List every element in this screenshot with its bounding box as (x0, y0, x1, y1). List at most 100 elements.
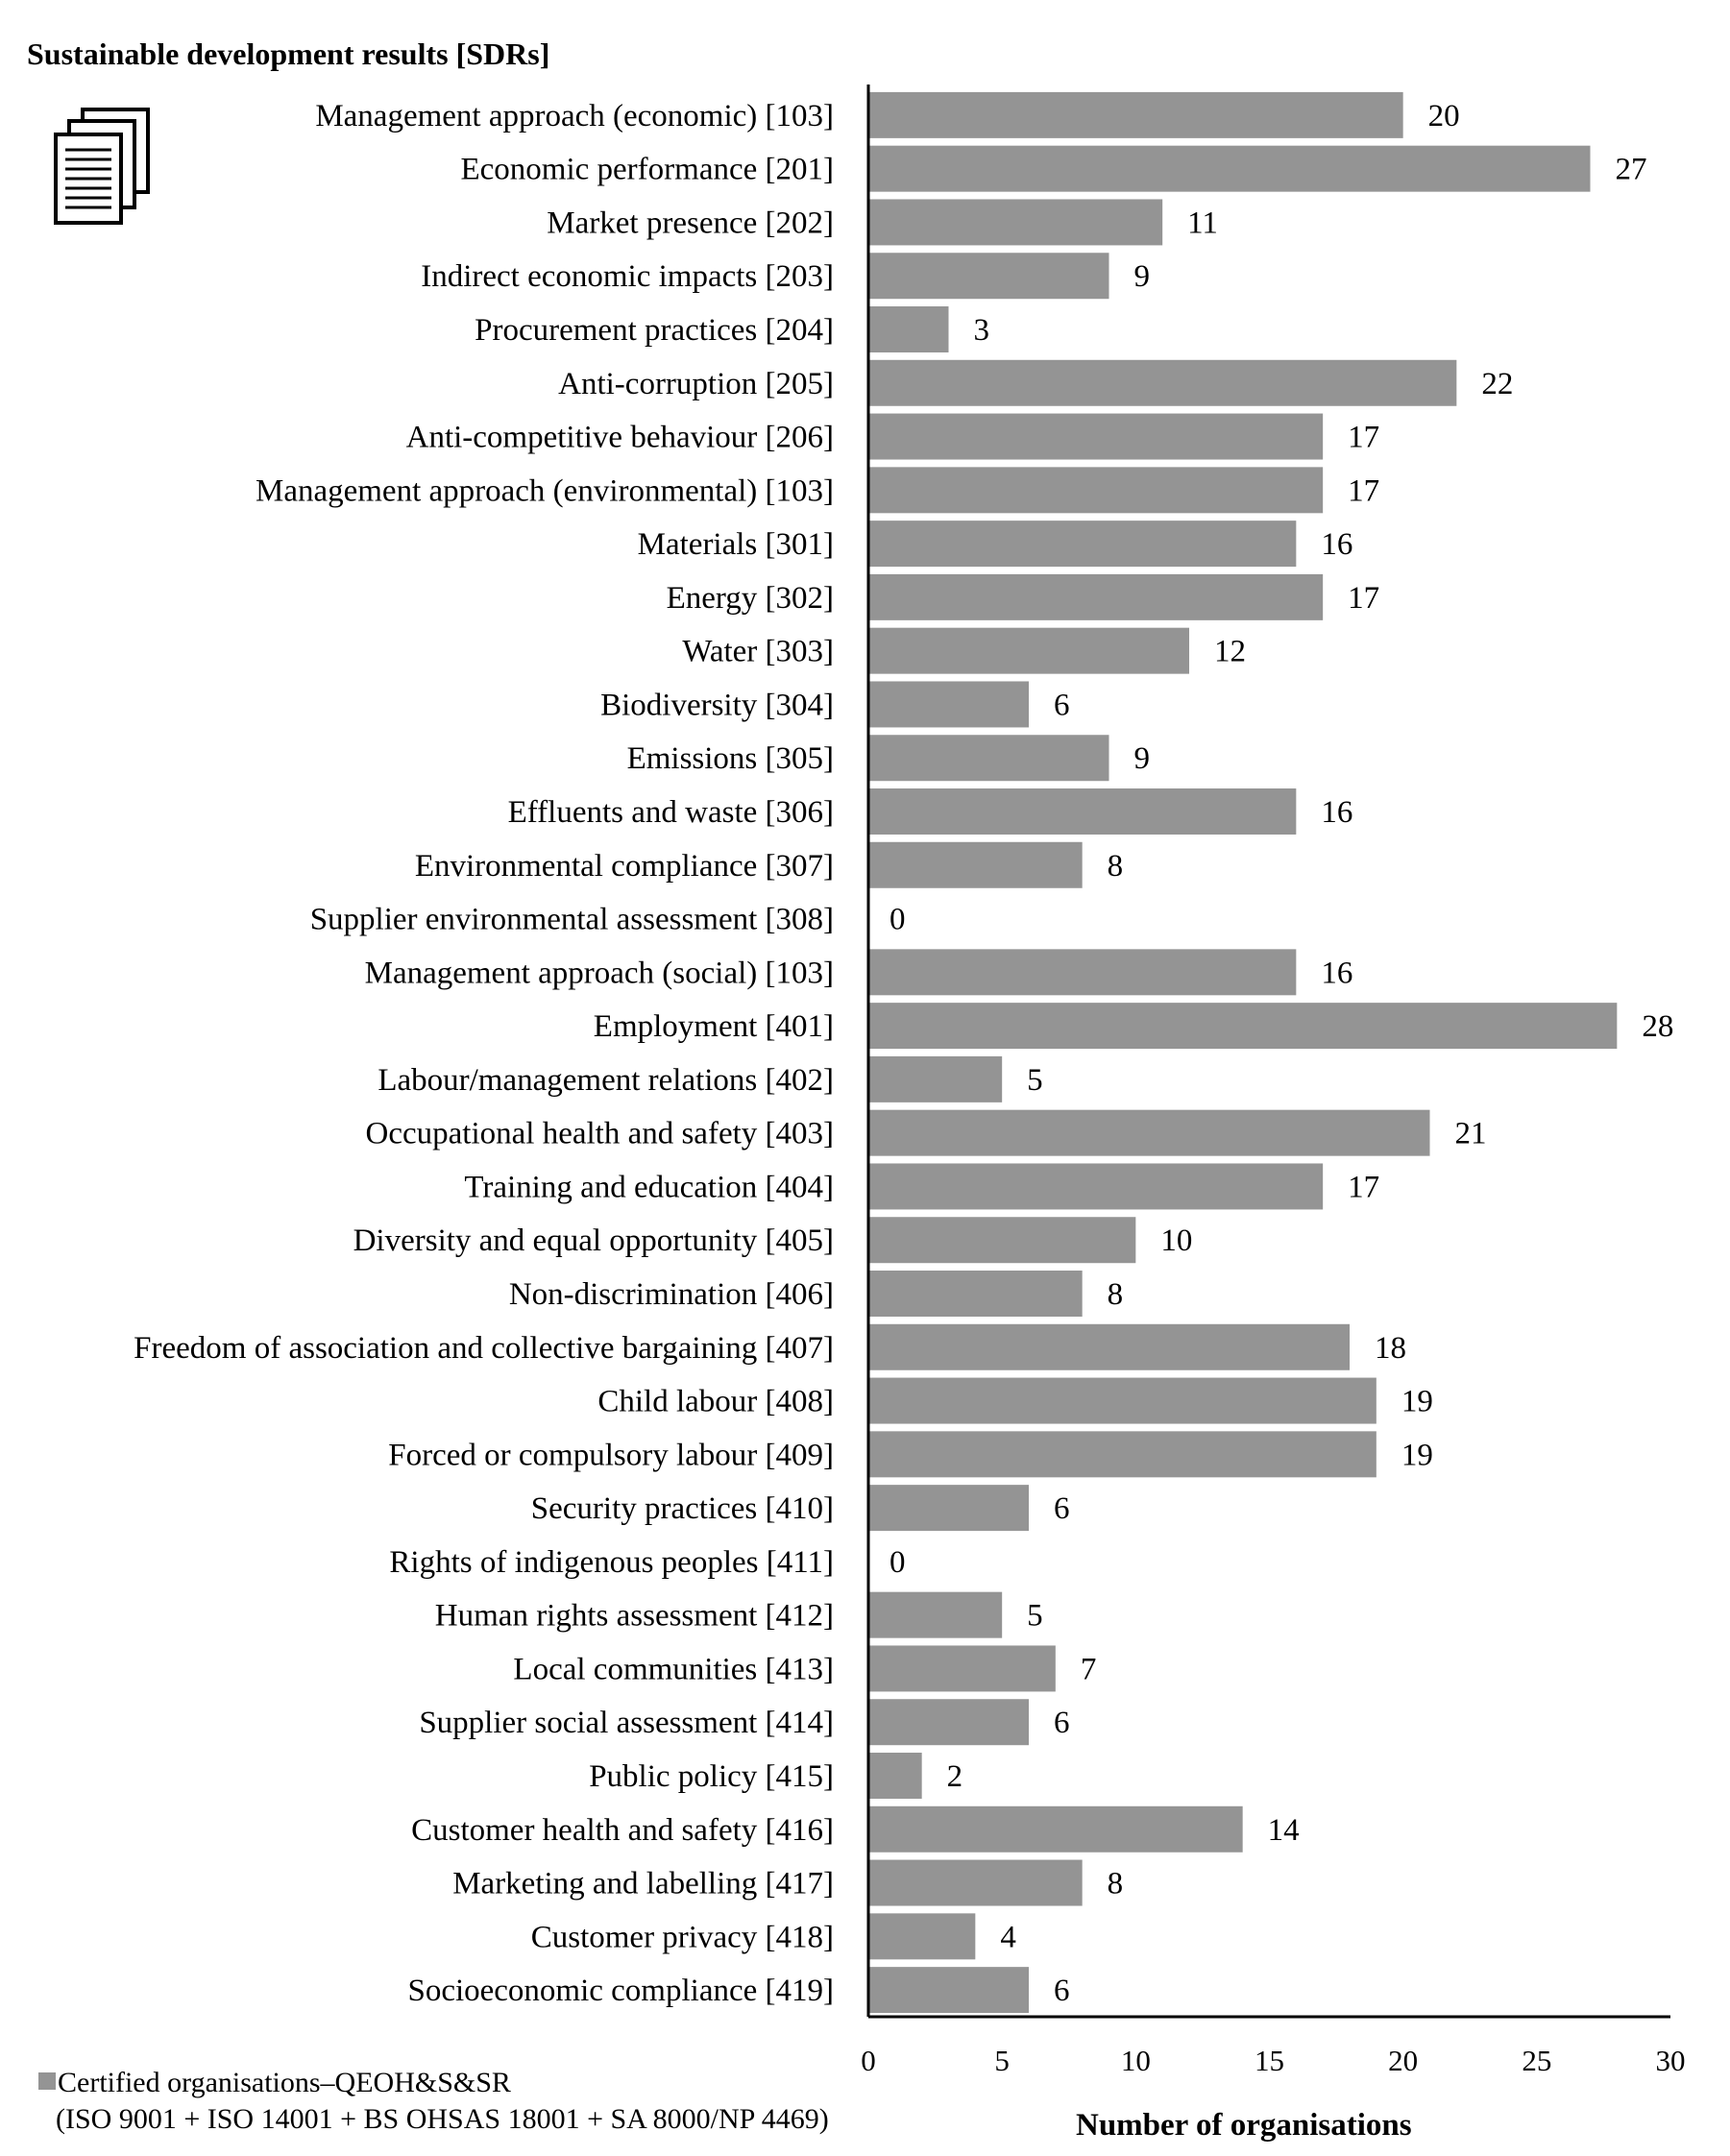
x-tick-label: 5 (994, 2044, 1010, 2077)
data-label: 28 (1642, 1009, 1673, 1044)
bar (868, 1055, 1003, 1102)
category-label: Effluents and waste [306] (508, 795, 834, 830)
data-label: 9 (1134, 259, 1151, 294)
data-label: 7 (1081, 1652, 1097, 1686)
category-label: Customer health and safety [416] (411, 1813, 834, 1848)
bar (868, 199, 1163, 246)
bar (868, 1913, 976, 1960)
bar (868, 841, 1083, 888)
category-label: Security practices [410] (531, 1491, 834, 1526)
category-label: Human rights assessment [412] (435, 1599, 834, 1634)
bar (868, 1431, 1377, 1478)
data-label: 16 (1321, 795, 1352, 830)
bar (868, 788, 1297, 835)
data-label: 8 (1108, 1867, 1124, 1902)
category-label: Rights of indigenous peoples [411] (389, 1545, 834, 1580)
bar (868, 1377, 1377, 1424)
legend-swatch (38, 2072, 56, 2090)
data-label: 22 (1481, 367, 1513, 401)
data-label: 8 (1108, 1277, 1124, 1312)
data-label: 0 (889, 1545, 906, 1580)
bar (868, 91, 1403, 138)
bar (868, 1003, 1618, 1050)
legend: Certified organisations–QEOH&S&SR (ISO 9… (38, 2065, 829, 2138)
x-tick-label: 10 (1121, 2044, 1151, 2077)
category-label: Materials [301] (638, 527, 834, 562)
data-label: 19 (1401, 1385, 1433, 1419)
data-label: 27 (1616, 153, 1647, 187)
category-label: Diversity and equal opportunity [405] (353, 1223, 834, 1258)
data-label: 12 (1214, 635, 1246, 669)
data-label: 20 (1428, 99, 1460, 133)
category-label: Energy [302] (667, 581, 834, 616)
bar (868, 1699, 1029, 1746)
x-tick-label: 25 (1522, 2044, 1551, 2077)
bar (868, 1591, 1003, 1638)
bar (868, 413, 1324, 460)
data-label: 17 (1348, 421, 1379, 455)
data-label: 5 (1027, 1599, 1043, 1634)
chart-title: Sustainable development results [SDRs] (27, 36, 550, 71)
bar (868, 1859, 1083, 1906)
bar (868, 145, 1591, 192)
category-label: Supplier social assessment [414] (419, 1706, 834, 1740)
category-label: Customer privacy [418] (531, 1920, 834, 1954)
data-label: 18 (1375, 1331, 1406, 1366)
data-label: 0 (889, 903, 906, 937)
data-label: 2 (947, 1759, 963, 1794)
data-label: 3 (974, 313, 990, 348)
category-label: Anti-competitive behaviour [206] (406, 421, 834, 455)
category-label: Anti-corruption [205] (558, 367, 834, 401)
category-label: Forced or compulsory labour [409] (388, 1438, 834, 1472)
data-label: 19 (1401, 1438, 1433, 1472)
category-label: Emissions [305] (627, 741, 834, 776)
bar (868, 253, 1109, 300)
data-label: 5 (1027, 1063, 1043, 1098)
data-label: 4 (1000, 1920, 1016, 1954)
category-label: Management approach (environmental) [103… (256, 473, 834, 508)
data-label: 6 (1054, 1974, 1070, 2008)
x-tick-label: 0 (861, 2044, 876, 2077)
bar (868, 1271, 1083, 1317)
bar (868, 1163, 1324, 1210)
category-label: Management approach (economic) [103] (315, 99, 834, 133)
data-label: 6 (1054, 1491, 1070, 1526)
data-label: 6 (1054, 688, 1070, 722)
bar (868, 949, 1297, 996)
category-label: Market presence [202] (547, 206, 834, 240)
data-label: 10 (1160, 1223, 1192, 1258)
category-label: Supplier environmental assessment [308] (310, 903, 834, 937)
bar (868, 1217, 1136, 1264)
bar (868, 681, 1029, 728)
category-label: Economic performance [201] (461, 153, 835, 187)
bar (868, 1485, 1029, 1532)
data-label: 11 (1187, 206, 1218, 240)
bars-group (868, 91, 1618, 2014)
bar (868, 306, 949, 352)
data-label: 8 (1108, 849, 1124, 884)
legend-line-1: Certified organisations–QEOH&S&SR (38, 2065, 829, 2101)
category-label: Local communities [413] (513, 1652, 834, 1686)
x-tick-label: 15 (1255, 2044, 1284, 2077)
bar (868, 735, 1109, 782)
x-tick-label: 20 (1388, 2044, 1418, 2077)
bar (868, 573, 1324, 620)
category-label: Freedom of association and collective ba… (134, 1331, 834, 1366)
data-label: 21 (1455, 1117, 1487, 1151)
category-label: Occupational health and safety [403] (366, 1117, 834, 1151)
value-labels-group: 2027119322171716171269168016285211710818… (889, 99, 1673, 2008)
category-label: Employment [401] (594, 1009, 834, 1044)
category-label: Management approach (social) [103] (365, 956, 834, 990)
category-label: Water [303] (682, 635, 834, 669)
x-tick-label: 30 (1656, 2044, 1686, 2077)
bar (868, 627, 1189, 674)
bar (868, 1753, 922, 1799)
category-label: Socioeconomic compliance [419] (407, 1974, 834, 2008)
category-label: Labour/management relations [402] (378, 1063, 834, 1098)
bar (868, 467, 1324, 514)
category-label: Marketing and labelling [417] (452, 1867, 834, 1902)
bar (868, 1645, 1056, 1692)
data-label: 6 (1054, 1706, 1070, 1740)
data-label: 9 (1134, 741, 1151, 776)
